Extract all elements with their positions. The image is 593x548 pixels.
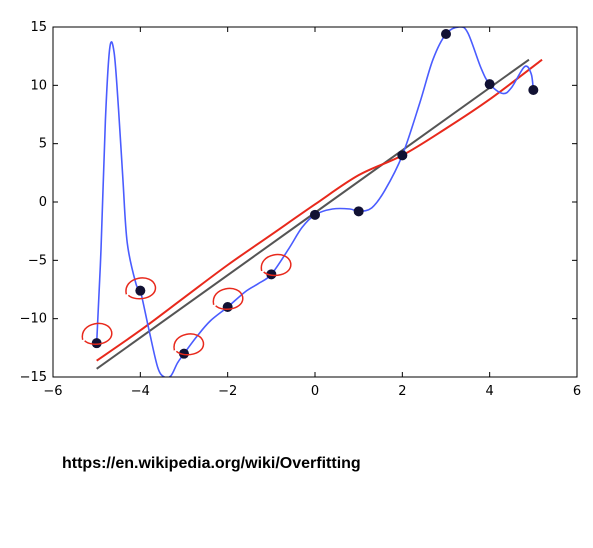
y-tick-label: 15 (30, 20, 47, 35)
y-tick-label: −10 (20, 312, 47, 327)
data-point (484, 79, 495, 90)
highlight-circle-annotation (81, 322, 113, 345)
blue-polynomial-fit-line (95, 27, 535, 377)
x-tick-label: 2 (398, 384, 406, 399)
y-tick-label: 10 (30, 78, 47, 93)
x-tick-label: 0 (311, 384, 319, 399)
data-point (222, 302, 233, 312)
overfitting-chart: −6 −4 −2 0 2 4 6 −15 −10 −5 0 5 10 15 (20, 20, 582, 399)
x-tick-label: −6 (43, 384, 62, 399)
x-tick-label: 6 (573, 384, 581, 399)
data-point (179, 348, 189, 359)
x-tick-label: 4 (486, 384, 494, 399)
data-point (310, 209, 320, 220)
y-tick-label: 0 (39, 195, 47, 210)
y-tick-label: −5 (28, 253, 47, 268)
y-tick-label: −15 (20, 370, 47, 385)
highlight-circle-annotation (260, 253, 292, 277)
source-url-caption: https://en.wikipedia.org/wiki/Overfittin… (62, 455, 361, 472)
axes-frame (52, 26, 578, 378)
highlight-circle-annotation (125, 277, 157, 300)
data-point (528, 85, 539, 95)
data-point (397, 150, 408, 161)
highlight-circle-annotation (173, 333, 205, 356)
highlight-circle-annotation (212, 287, 244, 310)
data-point (91, 338, 102, 349)
plot-area: −6 −4 −2 0 2 4 6 −15 −10 −5 0 5 10 15 (20, 20, 582, 399)
data-point (266, 269, 277, 280)
y-tick-label: 5 (39, 137, 47, 152)
x-tick-label: −2 (218, 384, 237, 399)
data-point (135, 285, 146, 296)
red-fit-line (96, 58, 543, 362)
data-point (353, 206, 364, 217)
data-point (441, 29, 451, 39)
x-tick-label: −4 (131, 384, 150, 399)
